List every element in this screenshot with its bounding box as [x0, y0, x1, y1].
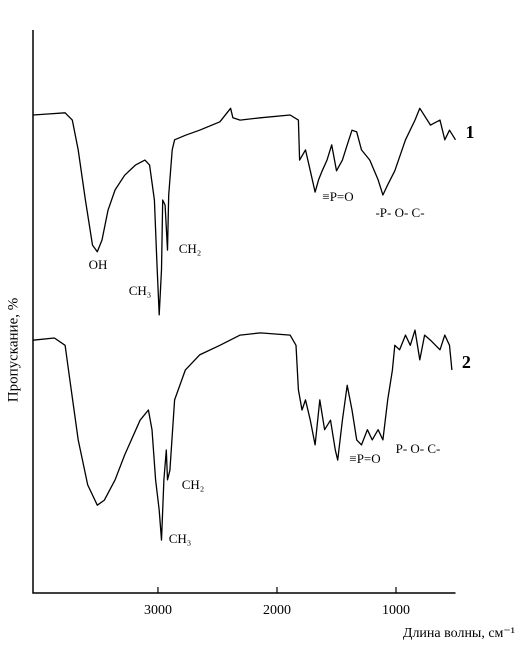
annotation: CH₃	[169, 531, 192, 546]
annotation: OH	[89, 257, 108, 272]
annotation: CH₂	[182, 477, 205, 492]
annotation: ≡P=O	[322, 189, 353, 204]
axis-line	[32, 30, 456, 594]
annotation: CH₃	[129, 283, 152, 298]
annotation: P- O- C-	[396, 441, 441, 456]
spectrum-line	[32, 107, 457, 316]
series-label: 2	[462, 352, 471, 372]
y-axis-label: Пропускание, %	[5, 298, 21, 402]
annotation: ≡P=O	[349, 451, 380, 466]
spectrum-line	[32, 329, 453, 541]
series-label: 1	[466, 122, 475, 142]
x-tick-label: 1000	[382, 603, 410, 618]
annotation: CH₂	[179, 241, 202, 256]
x-tick-label: 3000	[144, 603, 172, 618]
x-tick-label: 2000	[263, 603, 291, 618]
annotation: -P- O- C-	[375, 205, 424, 220]
x-axis-label: Длина волны, см⁻¹	[403, 626, 515, 641]
